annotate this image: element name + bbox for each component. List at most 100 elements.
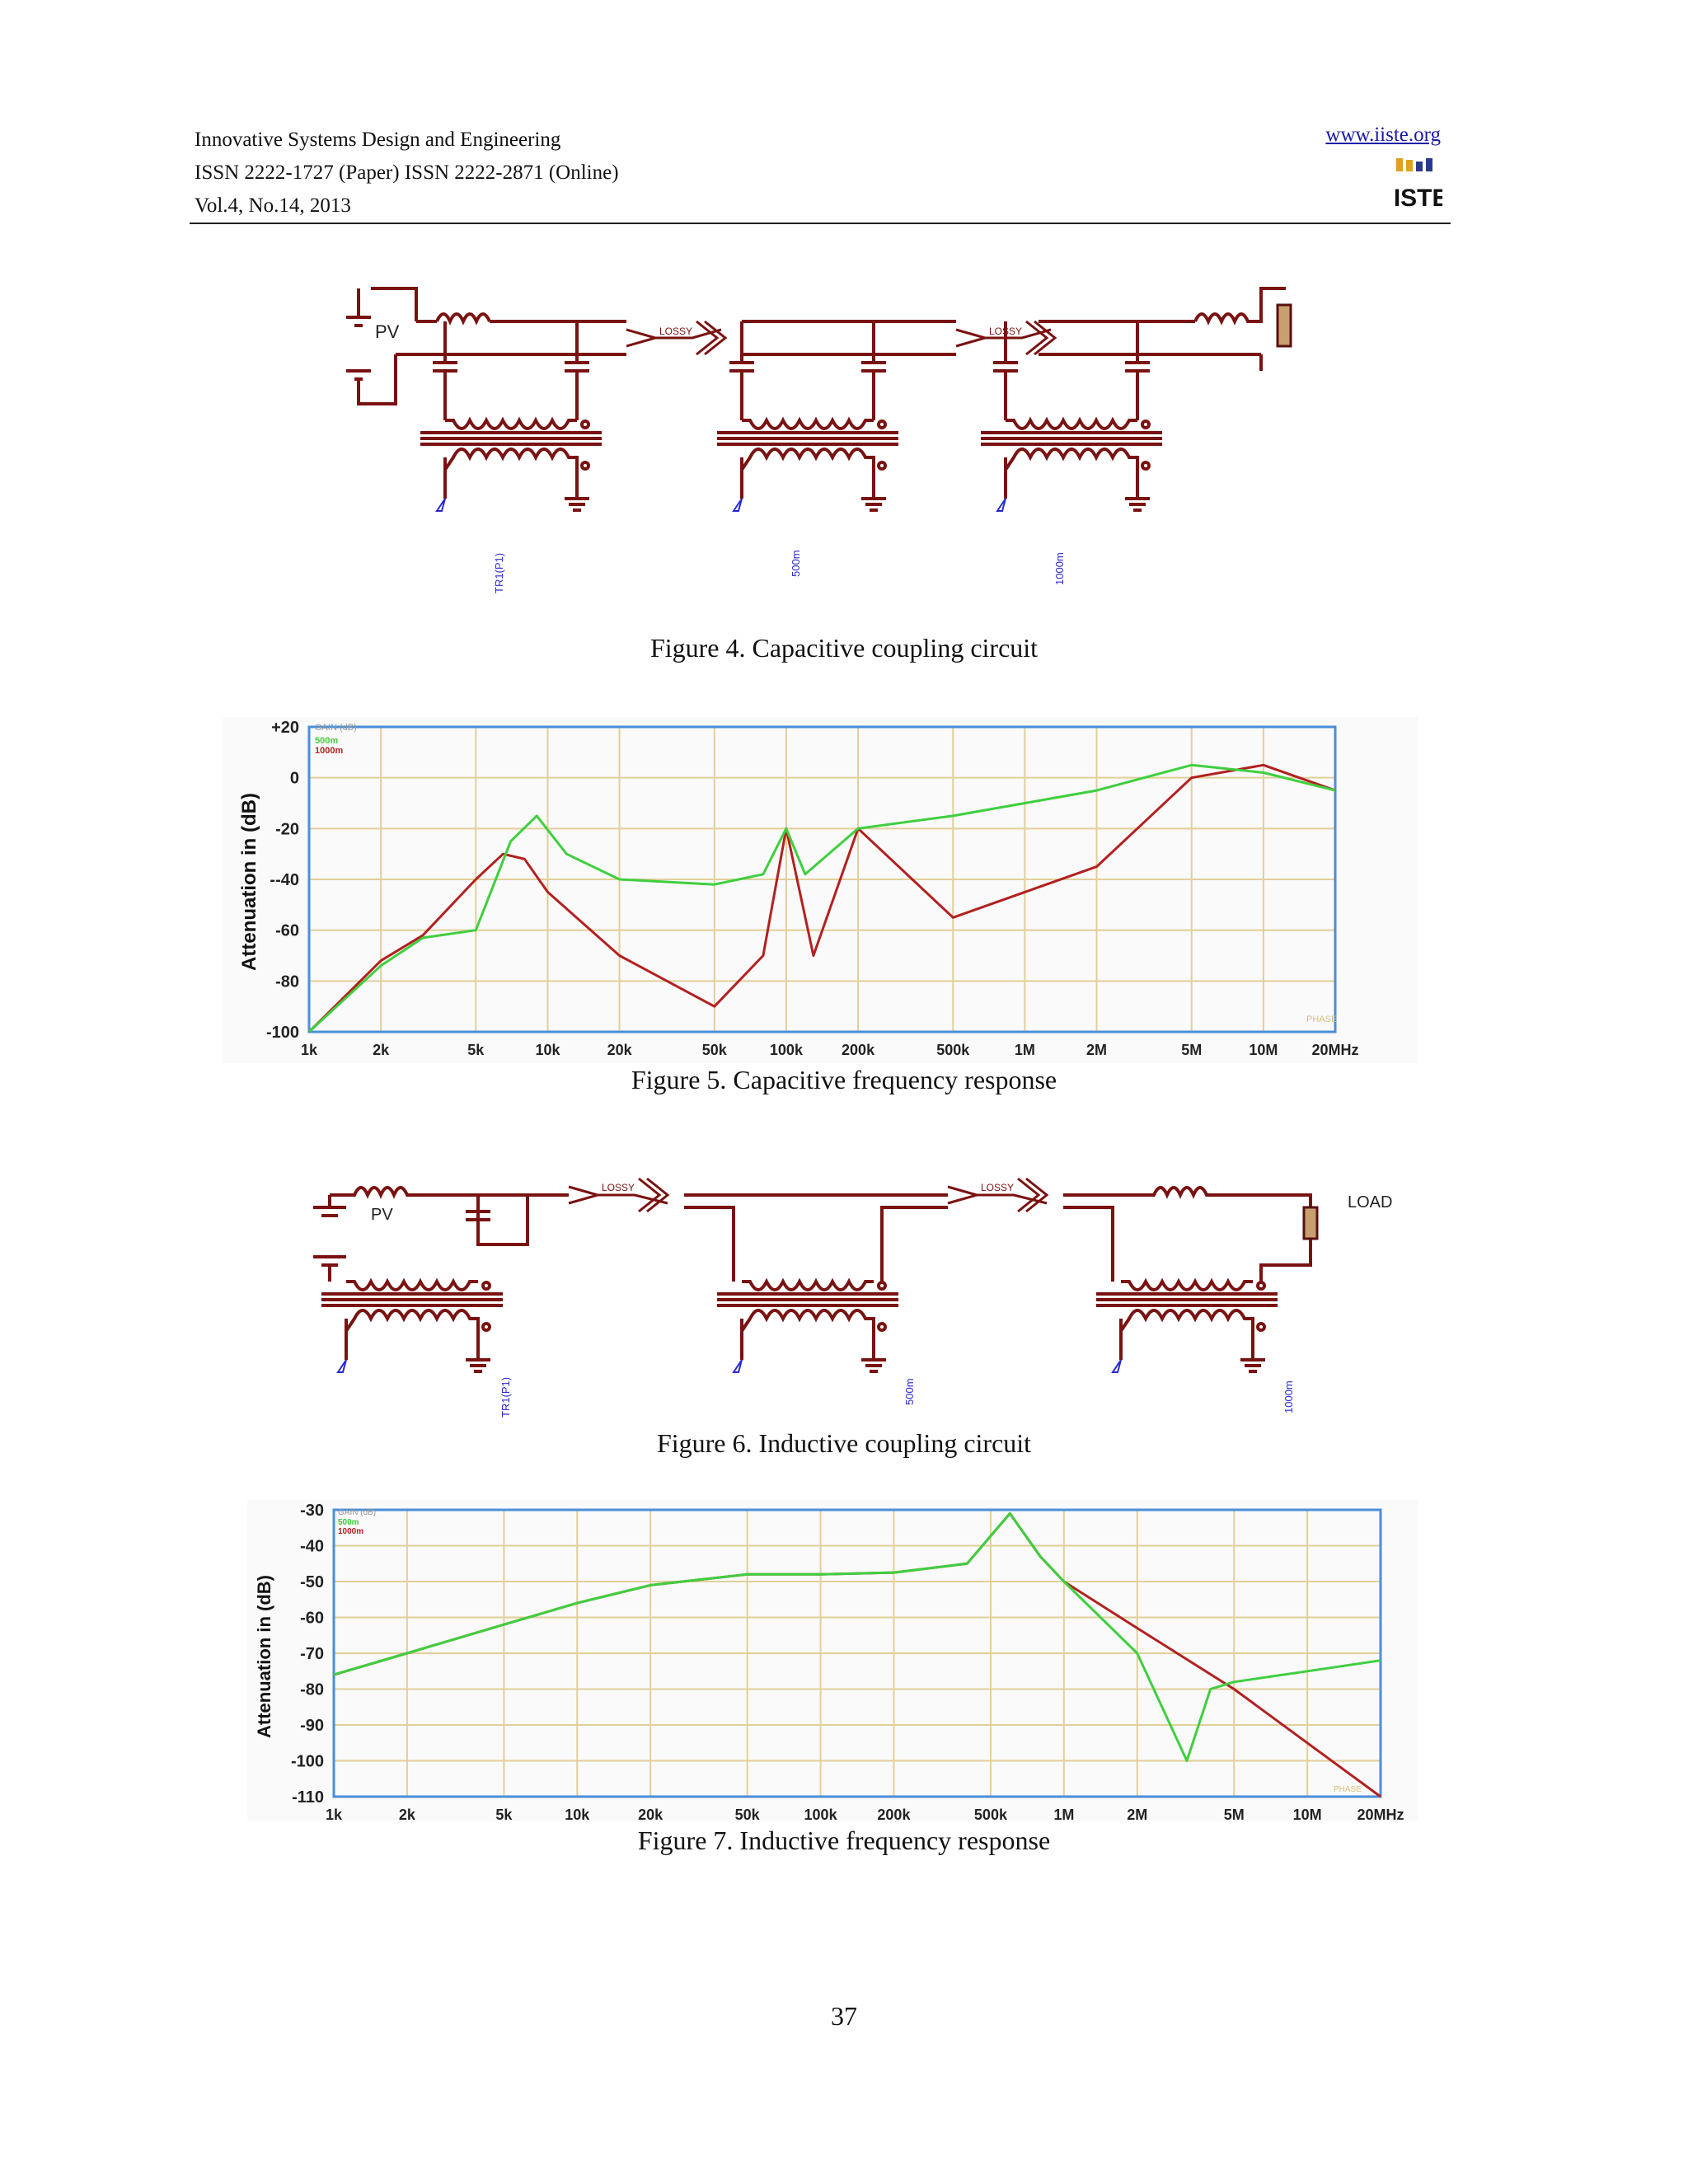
y-axis-label: Attenuation in (dB) [254,1575,274,1738]
lossy-label: LOSSY [602,1182,635,1193]
coupling-branches [321,1277,1278,1373]
legend-title: GAIN (dB) [338,1508,376,1517]
legend-series-1000m: 1000m [315,746,343,756]
polarity-dot [1141,461,1151,471]
x-tick-label: 20MHz [1357,1807,1404,1821]
inductive-coupling-circuit: LOSSY LOSSY LOAD PV TR1(P1) 500m 1000m [313,1177,1392,1418]
y-tick-label: -50 [300,1573,324,1591]
y-tick-label: -20 [275,820,299,838]
load-resistor [1302,1206,1319,1240]
lossy-line-2: LOSSY [947,1177,1049,1213]
x-tick-label: 5M [1181,1042,1202,1058]
issn-line: ISSN 2222-1727 (Paper) ISSN 2222-2871 (O… [195,162,619,184]
polarity-dot [481,1322,491,1332]
y-tick-label: -80 [275,972,299,991]
polarity-dot [1256,1281,1266,1291]
pv-label: PV [371,1206,393,1224]
probe-icon [732,498,743,512]
transformer-branch [717,321,898,512]
x-tick-label: 20k [607,1042,633,1058]
transformer-branch [1096,1277,1278,1373]
journal-header: Innovative Systems Design and Engineerin… [195,124,619,223]
y-tick-label: -100 [291,1753,324,1771]
x-tick-label: 1k [326,1807,343,1821]
capacitive-frequency-response-chart: +20 0 -20 --40 -60 -80 -100 1k 2k 5k 10k 20k 50k 100… [223,717,1418,1063]
x-tick-label: 1k [301,1042,318,1058]
y-tick-label: -90 [300,1717,324,1735]
polarity-dot [580,419,590,429]
x-tick-label: 2k [399,1807,416,1821]
x-tick-label: 20k [638,1807,663,1821]
coupling-branches [420,321,1162,512]
x-tick-label: 200k [877,1807,911,1821]
y-tick-label: -110 [292,1788,324,1807]
transformer-branch [717,1277,898,1373]
y-tick-label: --40 [270,871,299,889]
plot-frame [307,725,1337,1033]
capacitive-coupling-circuit: LOSSY LOSSY PV TR1(P1) 500m 1000m [346,287,1292,593]
header-rule [190,223,1451,224]
x-tick-label: 10M [1249,1042,1278,1058]
phase-label: PHASE [1334,1785,1362,1794]
x-tick-label: 10k [535,1042,560,1058]
x-tick-label: 1M [1053,1807,1074,1821]
phase-label: PHASE [1306,1015,1337,1024]
probe-label-tr1: TR1(P1) [499,1377,512,1418]
x-tick-label: 10k [565,1807,590,1821]
polarity-dot [877,419,887,429]
volume-line: Vol.4, No.14, 2013 [195,194,351,217]
legend-series-1000m: 1000m [338,1527,363,1536]
figure5-caption: Figure 5. Capacitive frequency response [631,1065,1057,1094]
probe-icon [435,498,446,512]
figure4-caption: Figure 4. Capacitive coupling circuit [649,633,1039,663]
x-tick-label: 2k [373,1042,390,1058]
load-label: LOAD [1348,1193,1392,1212]
polarity-dot [877,1281,887,1291]
x-tick-labels: 1k 2k 5k 10k 20k 50k 100k 200k 500k 1M 2M 5M 10M 20MH… [326,1807,1404,1821]
y-tick-labels: -30 -40 -50 -60 -70 -80 -90 -100 -110 [291,1502,324,1807]
x-tick-label: 50k [702,1042,728,1058]
inductive-frequency-response-chart: -30 -40 -50 -60 -70 -80 -90 -100 -110 1k 2k 5k 10k 2… [247,1500,1418,1821]
probe-label-500m: 500m [903,1378,916,1405]
probe-label-1000m: 1000m [1053,552,1066,585]
probe-icon [732,1359,743,1373]
legend-series-500m: 500m [315,736,338,746]
y-tick-label: -100 [266,1024,299,1042]
circuit-wires [346,287,1286,405]
x-tick-label: 500k [936,1042,970,1058]
figure6-caption: Figure 6. Inductive coupling circuit [656,1428,1032,1458]
x-tick-label: 20MHz [1311,1042,1358,1058]
y-tick-label: +20 [271,719,299,737]
lossy-label: LOSSY [659,326,692,337]
website-link[interactable]: www.iiste.org [1325,124,1441,146]
transformer-branch [981,321,1162,512]
probe-icon [996,498,1006,512]
x-tick-label: 5M [1224,1807,1245,1821]
x-tick-label: 2M [1127,1807,1147,1821]
lossy-line-1: LOSSY [568,1177,670,1213]
load-resistor [1276,303,1292,348]
circuit-wires [313,1186,1312,1282]
x-tick-label: 1M [1015,1042,1035,1058]
lossy-label: LOSSY [981,1182,1014,1193]
x-tick-label: 100k [770,1042,804,1058]
y-tick-label: -60 [300,1610,324,1628]
polarity-dot [481,1281,491,1291]
polarity-dot [1256,1322,1266,1332]
legend-series-500m: 500m [338,1518,359,1527]
x-tick-label: 10M [1293,1807,1322,1821]
series-line-500m [333,1511,1381,1762]
chart-series [333,1511,1381,1798]
y-axis-label: Attenuation in (dB) [238,793,260,971]
y-tick-labels: +20 0 -20 --40 -60 -80 -100 [266,719,299,1042]
iiste-logo: IISTE [1393,158,1442,212]
x-tick-label: 5k [467,1042,485,1058]
polarity-dot [877,461,887,471]
probe-label-tr1: TR1(P1) [493,553,505,593]
figure7-caption: Figure 7. Inductive frequency response [637,1825,1051,1855]
x-tick-label: 5k [495,1807,513,1821]
polarity-dot [1141,419,1151,429]
x-tick-label: 100k [804,1807,838,1821]
legend-title: GAIN (dB) [315,723,357,733]
x-tick-label: 2M [1086,1042,1107,1058]
